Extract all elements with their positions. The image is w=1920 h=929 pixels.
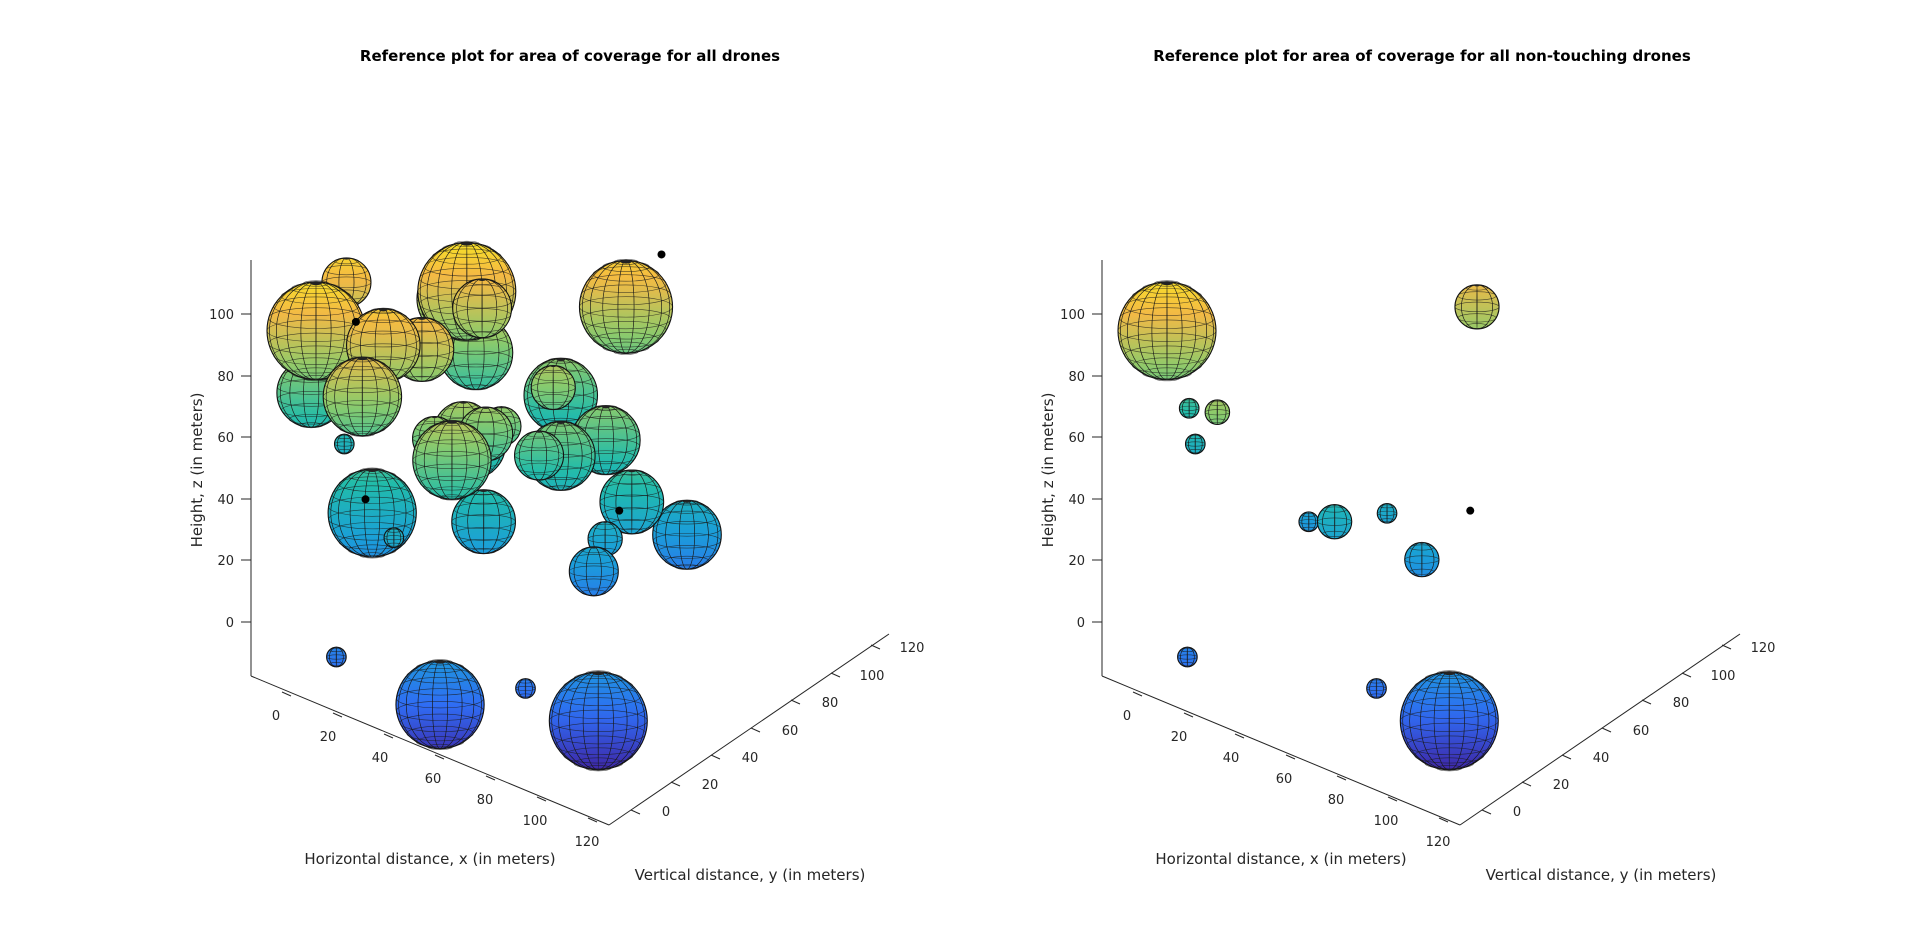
z-tick-label: 0 [1077,616,1085,631]
drone-coverage-sphere [1376,502,1398,524]
y-tick-label: 0 [1513,805,1521,820]
z-tick-label: 80 [217,370,234,385]
y-axis-label: Vertical distance, y (in meters) [635,866,866,884]
drone-coverage-sphere [333,433,355,455]
drone-coverage-sphere [515,678,536,699]
y-tick-label: 20 [1553,778,1570,793]
x-tick-label: 20 [1171,730,1188,745]
y-tick-label: 20 [702,778,719,793]
x-tick-label: 40 [1223,751,1240,766]
z-tick-label: 60 [1068,431,1085,446]
z-axis-ticks: 0 20 40 60 80 100 [1060,308,1102,631]
drone-coverage-sphere [395,659,485,750]
x-tick-label: 60 [425,772,442,787]
drone-coverage-sphere [322,356,403,437]
y-tick-label: 60 [1633,724,1650,739]
drone-position-marker [657,250,666,259]
z-tick-label: 40 [1068,493,1085,508]
x-axis-ticks: 0 20 40 60 80 100 120 [1123,691,1451,850]
drone-coverage-sphere [1366,678,1387,699]
y-tick-label: 100 [1711,669,1736,684]
drone-coverage-sphere [1399,670,1499,772]
y-tick-label: 40 [1593,751,1610,766]
y-axis-ticks: 0 20 40 60 80 100 120 [1481,641,1776,820]
z-tick-label: 100 [1060,308,1085,323]
y-tick-label: 80 [1673,696,1690,711]
drone-coverage-sphere [599,469,665,535]
x-tick-label: 40 [372,751,389,766]
plot-title: Reference plot for area of coverage for … [360,47,780,65]
drone-coverage-sphere [326,646,347,668]
x-tick-label: 80 [1328,793,1345,808]
drone-coverage-sphere [1184,433,1206,455]
z-axis-label: Height, z (in meters) [1039,393,1057,548]
drone-coverage-sphere [452,278,513,339]
y-tick-label: 0 [662,805,670,820]
x-tick-label: 120 [1426,835,1451,850]
y-axis-ticks: 0 20 40 60 80 100 120 [630,641,925,820]
drone-position-marker [361,495,370,504]
x-axis-label: Horizontal distance, x (in meters) [1155,850,1406,868]
y-tick-label: 100 [860,669,885,684]
plot-non-touching-drones: Reference plot for area of coverage for … [1039,47,1775,884]
drone-coverage-sphere [383,527,405,549]
z-axis-label: Height, z (in meters) [188,393,206,548]
axes-box [250,260,890,826]
x-tick-label: 80 [477,793,494,808]
x-tick-label: 120 [575,835,600,850]
y-axis-label: Vertical distance, y (in meters) [1486,866,1717,884]
sphere-layer [1117,280,1500,772]
drone-coverage-sphere [578,258,674,355]
z-tick-label: 80 [1068,370,1085,385]
drone-coverage-sphere [1204,399,1231,426]
x-tick-label: 0 [272,709,280,724]
drone-position-marker [1466,506,1475,515]
drone-position-marker [615,506,624,515]
axes-box [1101,260,1741,826]
drone-coverage-sphere [451,489,517,555]
x-axis-label: Horizontal distance, x (in meters) [304,850,555,868]
plot-all-drones: Reference plot for area of coverage for … [188,47,924,884]
plot-title: Reference plot for area of coverage for … [1153,47,1691,65]
y-tick-label: 120 [1751,641,1776,656]
sphere-layer [266,240,722,772]
drone-coverage-sphere [652,499,722,570]
y-tick-label: 60 [782,724,799,739]
drone-coverage-sphere [1177,646,1198,668]
z-axis-ticks: 0 20 40 60 80 100 [209,308,251,631]
y-tick-label: 120 [900,641,925,656]
drone-coverage-sphere [327,467,417,559]
drone-coverage-sphere [1454,284,1500,330]
y-tick-label: 40 [742,751,759,766]
drone-position-marker [351,317,360,326]
drone-coverage-sphere [568,546,619,597]
drone-coverage-sphere [548,670,648,772]
z-tick-label: 100 [209,308,234,323]
x-tick-label: 100 [523,814,548,829]
drone-coverage-sphere [1404,541,1440,578]
z-tick-label: 60 [217,431,234,446]
y-tick-label: 80 [822,696,839,711]
drone-coverage-sphere [412,419,492,501]
x-tick-label: 100 [1374,814,1399,829]
x-tick-label: 20 [320,730,337,745]
drone-coverage-sphere [1316,503,1353,540]
z-tick-label: 20 [217,554,234,569]
x-tick-label: 60 [1276,772,1293,787]
x-axis-ticks: 0 20 40 60 80 100 120 [272,691,600,850]
x-tick-label: 0 [1123,709,1131,724]
drone-coverage-sphere [1298,511,1320,533]
drone-coverage-sphere [513,430,565,481]
drone-coverage-sphere [1178,397,1200,419]
z-tick-label: 40 [217,493,234,508]
z-tick-label: 20 [1068,554,1085,569]
drone-coverage-sphere [530,364,576,411]
drone-coverage-sphere [1117,280,1217,382]
z-tick-label: 0 [226,616,234,631]
